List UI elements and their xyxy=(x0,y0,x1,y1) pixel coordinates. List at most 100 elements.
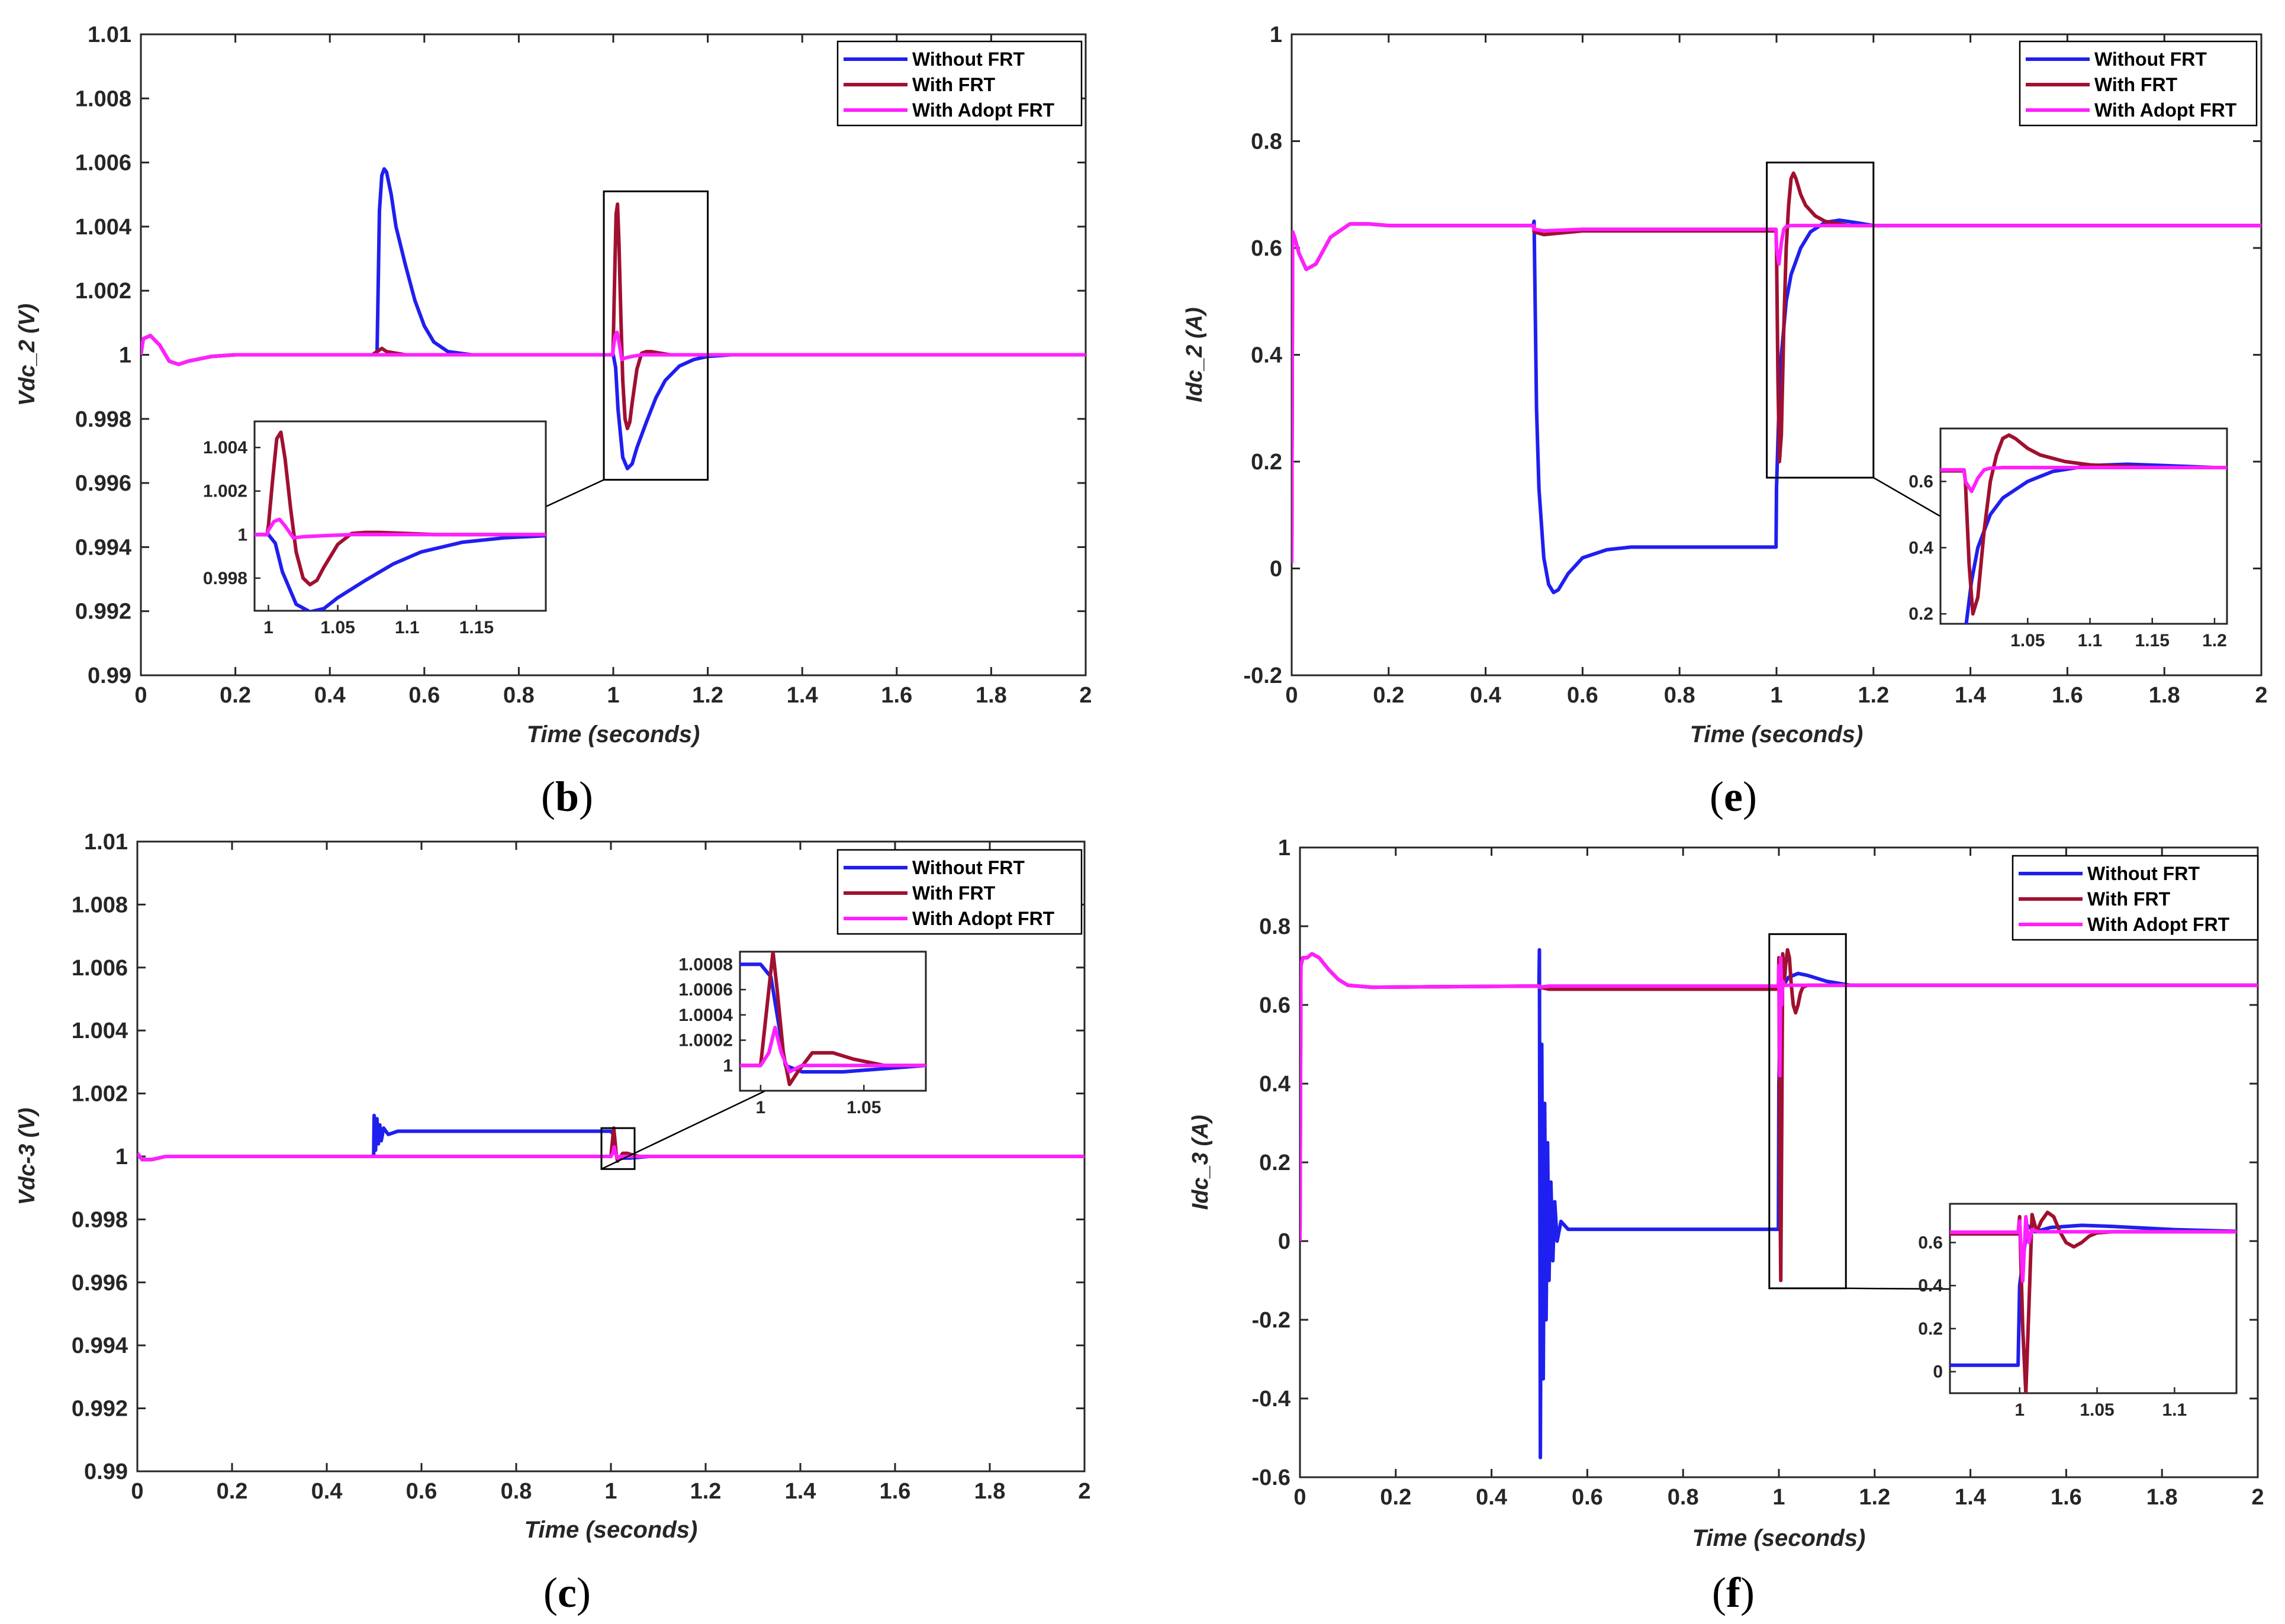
y-tick-label: 1 xyxy=(1278,836,1290,861)
x-tick-label: 1.6 xyxy=(2051,1485,2082,1510)
y-tick-label: 0.998 xyxy=(72,1207,128,1232)
x-tick-label: 1.6 xyxy=(881,683,912,708)
legend-entry-label: Without FRT xyxy=(2094,49,2207,70)
x-tick-label: 0.6 xyxy=(408,683,440,708)
inset-y-tick-label: 1.0006 xyxy=(678,980,733,1000)
y-tick-label: 0.6 xyxy=(1259,993,1290,1018)
y-tick-label: 0.996 xyxy=(75,471,131,496)
inset-series-line-without-frt xyxy=(1964,462,2227,624)
x-tick-label: 0 xyxy=(134,683,147,708)
y-tick-label: -0.2 xyxy=(1244,663,1282,688)
x-axis-label: Time (seconds) xyxy=(524,1517,698,1543)
inset-x-tick-label: 1.1 xyxy=(395,618,420,637)
y-tick-label: 1.002 xyxy=(72,1082,128,1107)
inset-series-line-with-adopt-frt xyxy=(1940,466,2227,494)
legend-entry-label: With FRT xyxy=(912,74,996,95)
y-tick-label: 0.4 xyxy=(1251,343,1282,368)
y-tick-label: 1.01 xyxy=(88,22,131,47)
y-tick-label: 0.992 xyxy=(72,1397,128,1422)
inset-x-tick-label: 1.1 xyxy=(2162,1400,2187,1420)
x-axis-label: Time (seconds) xyxy=(527,721,700,747)
y-tick-label: 1.004 xyxy=(75,215,131,240)
y-tick-label: 1.006 xyxy=(72,956,128,981)
inset-series-line-with-frt xyxy=(740,952,926,1087)
x-tick-label: 1.2 xyxy=(692,683,723,708)
inset-x-tick-label: 1.2 xyxy=(2202,631,2227,650)
inset-c: 1 1.05 1 1.0002 1.0004 1.0006 1.0008 xyxy=(678,950,927,1117)
y-tick-label: 0.994 xyxy=(75,535,131,560)
y-tick-label: 1 xyxy=(115,1145,128,1169)
inset-x-tick-label: 1 xyxy=(756,1098,766,1117)
legend-entry-label: With Adopt FRT xyxy=(2094,99,2237,121)
x-axis-label: Time (seconds) xyxy=(1690,721,1864,747)
y-tick-label: 0.992 xyxy=(75,600,131,624)
inset-series-group xyxy=(740,952,926,1087)
chart-panel-c: 0 0.2 0.4 0.6 0.8 1 1.2 1.4 1.6 1.8 2 0.99 0.992 0.99… xyxy=(15,830,1091,1616)
inset-y-tick-label: 0 xyxy=(1933,1362,1943,1382)
x-tick-label: 0.2 xyxy=(1373,683,1404,708)
y-tick-label: -0.6 xyxy=(1252,1465,1290,1490)
zoom-connector xyxy=(1846,1287,1951,1290)
zoom-box xyxy=(600,1127,636,1170)
x-tick-label: 1.2 xyxy=(690,1479,722,1504)
inset-y-tick-label: 0.2 xyxy=(1909,604,1933,624)
inset-y-tick-label: 1.0004 xyxy=(678,1006,733,1025)
x-tick-label: 0.8 xyxy=(1668,1485,1699,1510)
x-tick-label: 0.6 xyxy=(1567,683,1598,708)
inset-y-tick-label: 0.998 xyxy=(203,569,247,588)
inset-x-tick-label: 1 xyxy=(2014,1400,2025,1420)
x-tick-label: 1.8 xyxy=(2149,683,2180,708)
inset-y-tick-label: 1.002 xyxy=(203,482,247,501)
inset-x-tick-label: 1 xyxy=(263,618,273,637)
x-tick-label: 1 xyxy=(1772,1485,1785,1510)
inset-y-tick-label: 0.6 xyxy=(1918,1233,1943,1252)
inset-x-tick-label: 1.05 xyxy=(847,1098,881,1117)
x-tick-label: 0.4 xyxy=(1476,1485,1507,1510)
panel-caption: (e) xyxy=(1710,773,1757,820)
inset-series-line-with-adopt-frt xyxy=(740,1026,926,1074)
legend-entry-label: With Adopt FRT xyxy=(912,99,1055,121)
inset-y-tick-label: 0.6 xyxy=(1909,472,1933,491)
x-tick-label: 1.2 xyxy=(1859,1485,1890,1510)
zoom-connector xyxy=(545,479,604,508)
inset-series-line-with-adopt-frt xyxy=(255,517,546,540)
legend: Without FRT With FRT With Adopt FRT xyxy=(836,40,1083,127)
inset-b: 1 1.05 1.1 1.15 0.998 1 1.002 1.004 xyxy=(203,420,547,637)
y-tick-label: 0.99 xyxy=(84,1459,128,1484)
y-axis-label: Idc_2 (A) xyxy=(1182,307,1207,402)
legend-entry-label: With Adopt FRT xyxy=(2087,914,2230,935)
x-tick-label: 0.2 xyxy=(1380,1485,1411,1510)
x-tick-label: 1.4 xyxy=(785,1479,816,1504)
x-tick-label: 1 xyxy=(1770,683,1782,708)
x-tick-label: 1.8 xyxy=(2146,1485,2178,1510)
inset-y-tick-label: 1.0008 xyxy=(678,955,733,974)
panel-caption: (c) xyxy=(543,1569,591,1616)
inset-x-tick-label: 1.05 xyxy=(2010,631,2045,650)
x-tick-label: 0.8 xyxy=(1664,683,1695,708)
legend-entry-label: With FRT xyxy=(912,882,996,904)
y-tick-label: 0.99 xyxy=(88,663,131,688)
inset-y-tick-label: 1 xyxy=(723,1056,733,1075)
zoom-box xyxy=(1768,933,1847,1290)
inset-y-tick-label: 0.4 xyxy=(1909,538,1933,558)
x-tick-label: 1 xyxy=(604,1479,617,1504)
x-tick-label: 1.4 xyxy=(1955,683,1986,708)
inset-series-line-with-frt xyxy=(1940,433,2227,616)
series-line-with-adopt-frt xyxy=(1292,222,2261,563)
y-tick-label: 1.01 xyxy=(84,830,128,855)
chart-panel-e: 0 0.2 0.4 0.6 0.8 1 1.2 1.4 1.6 1.8 2-0.200.20.40.… xyxy=(1182,22,2268,820)
x-tick-label: 2 xyxy=(2251,1485,2264,1510)
y-tick-label: 0.6 xyxy=(1251,236,1282,261)
inset-series-line-with-frt xyxy=(1950,1210,2236,1393)
y-tick-label: 0.8 xyxy=(1251,130,1282,154)
x-tick-label: 1.4 xyxy=(787,683,818,708)
y-tick-label: 1 xyxy=(1270,22,1282,47)
y-tick-label: 1.008 xyxy=(75,86,131,111)
inset-x-tick-label: 1.15 xyxy=(459,618,494,637)
x-tick-label: 0.2 xyxy=(220,683,251,708)
y-tick-label: 0 xyxy=(1270,557,1282,582)
series-line-with-adopt-frt xyxy=(141,330,1086,366)
x-tick-label: 0.6 xyxy=(406,1479,437,1504)
x-tick-label: 0.4 xyxy=(311,1479,343,1504)
inset-series-line-with-adopt-frt xyxy=(1950,1214,2236,1283)
